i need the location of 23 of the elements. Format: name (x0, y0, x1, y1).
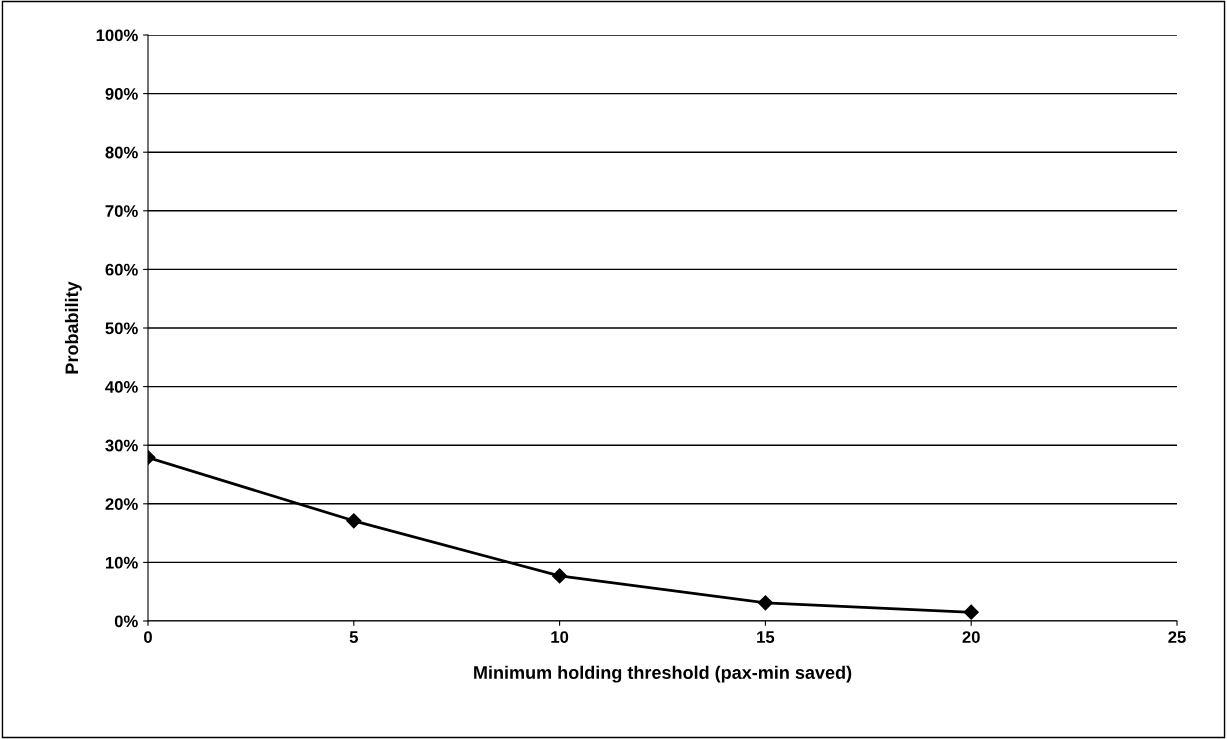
x-axis-title: Minimum holding threshold (pax-min saved) (474, 665, 852, 683)
x-tick-label: 10 (551, 631, 569, 643)
y-tick-label: 80% (105, 146, 138, 159)
y-tick-label: 70% (105, 205, 138, 217)
y-tick-label: 40% (105, 381, 138, 393)
x-tick-label: 0 (144, 631, 152, 643)
x-tick-label: 5 (349, 631, 358, 643)
y-tick-label: 100% (96, 29, 138, 42)
point (346, 513, 362, 529)
x-tick-label: 20 (962, 631, 980, 643)
x-tick-label: 25 (1168, 631, 1186, 643)
x-tick-label: 15 (757, 631, 775, 643)
point (963, 604, 979, 620)
y-axis-title: Probability (64, 281, 82, 374)
y-tick-label: 60% (105, 263, 138, 276)
point (552, 568, 568, 584)
y-tick-label: 90% (105, 88, 138, 100)
point (757, 595, 773, 611)
y-tick-label: 20% (105, 498, 138, 510)
y-tick-label: 10% (105, 556, 138, 569)
y-tick-label: 50% (105, 322, 138, 335)
y-tick-label: 0% (114, 615, 138, 628)
y-tick-label: 30% (105, 439, 138, 452)
